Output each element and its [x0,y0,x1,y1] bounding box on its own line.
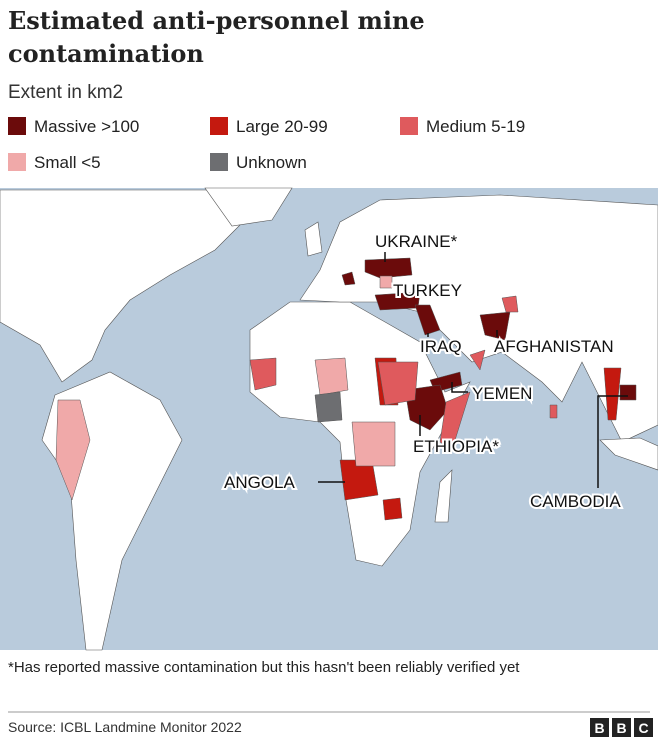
country [619,384,637,401]
country [549,404,558,419]
map-label: IRAQ [420,337,462,356]
country [351,421,396,467]
text-line: *Has reported massive contamination but … [8,659,520,676]
labels: UKRAINE* TURKEY IRAQ AFGHANISTAN YEMEN E… [222,230,628,513]
text-line: Estimated anti-personnel mine [8,6,425,35]
legend: Massive >100 Large 20-99 Medium 5-19 Small … [8,117,525,172]
country [377,361,419,406]
country [414,304,441,336]
country [469,349,486,371]
logo-box [590,718,609,737]
indonesia [599,437,658,471]
country [364,257,413,279]
legend-swatch [8,153,26,171]
logo-box [612,718,631,737]
map-label: ETHIOPIA* [413,437,499,456]
country [249,357,277,391]
map: UKRAINE* TURKEY IRAQ AFGHANISTAN YEMEN E… [0,187,658,651]
leader-line [451,382,468,393]
subtitle: Extent in km2 [8,82,123,103]
country [314,357,349,396]
legend-label: Small <5 [34,153,101,172]
map-label: CAMBODIA [530,492,621,511]
legend-label: Medium 5-19 [426,117,525,136]
legend-swatch [8,117,26,135]
country [341,271,356,286]
source: Source: ICBL Landmine Monitor 2022 [8,719,242,735]
map-label: ANGOLA [224,473,296,492]
legend-swatch [400,117,418,135]
title: Estimated anti-personnel mine contaminati… [8,6,425,68]
madagascar [434,469,453,523]
legend-swatch [210,117,228,135]
country [379,275,393,289]
legend-label: Large 20-99 [236,117,328,136]
map-label: TURKEY [393,281,462,300]
legend-label: Unknown [236,153,307,172]
logo-letter: B [594,720,604,736]
country [314,391,343,423]
logo-letter: B [616,720,626,736]
text-line: contamination [8,39,204,68]
logo-box [634,718,653,737]
country [404,384,449,431]
country [439,391,471,451]
country [501,295,519,313]
legend-swatch [210,153,228,171]
country [382,497,403,521]
footnote: *Has reported massive contamination but … [8,659,520,676]
legend-label: Massive >100 [34,117,139,136]
greenland [204,187,293,227]
map-label: AFGHANISTAN [494,337,614,356]
britain [304,221,323,257]
country [479,311,511,341]
leader-line [597,395,628,488]
logo-letter: C [638,720,648,736]
country [603,367,622,421]
map-label: UKRAINE* [375,232,458,251]
country [55,399,91,501]
map-label: YEMEN [472,384,532,403]
